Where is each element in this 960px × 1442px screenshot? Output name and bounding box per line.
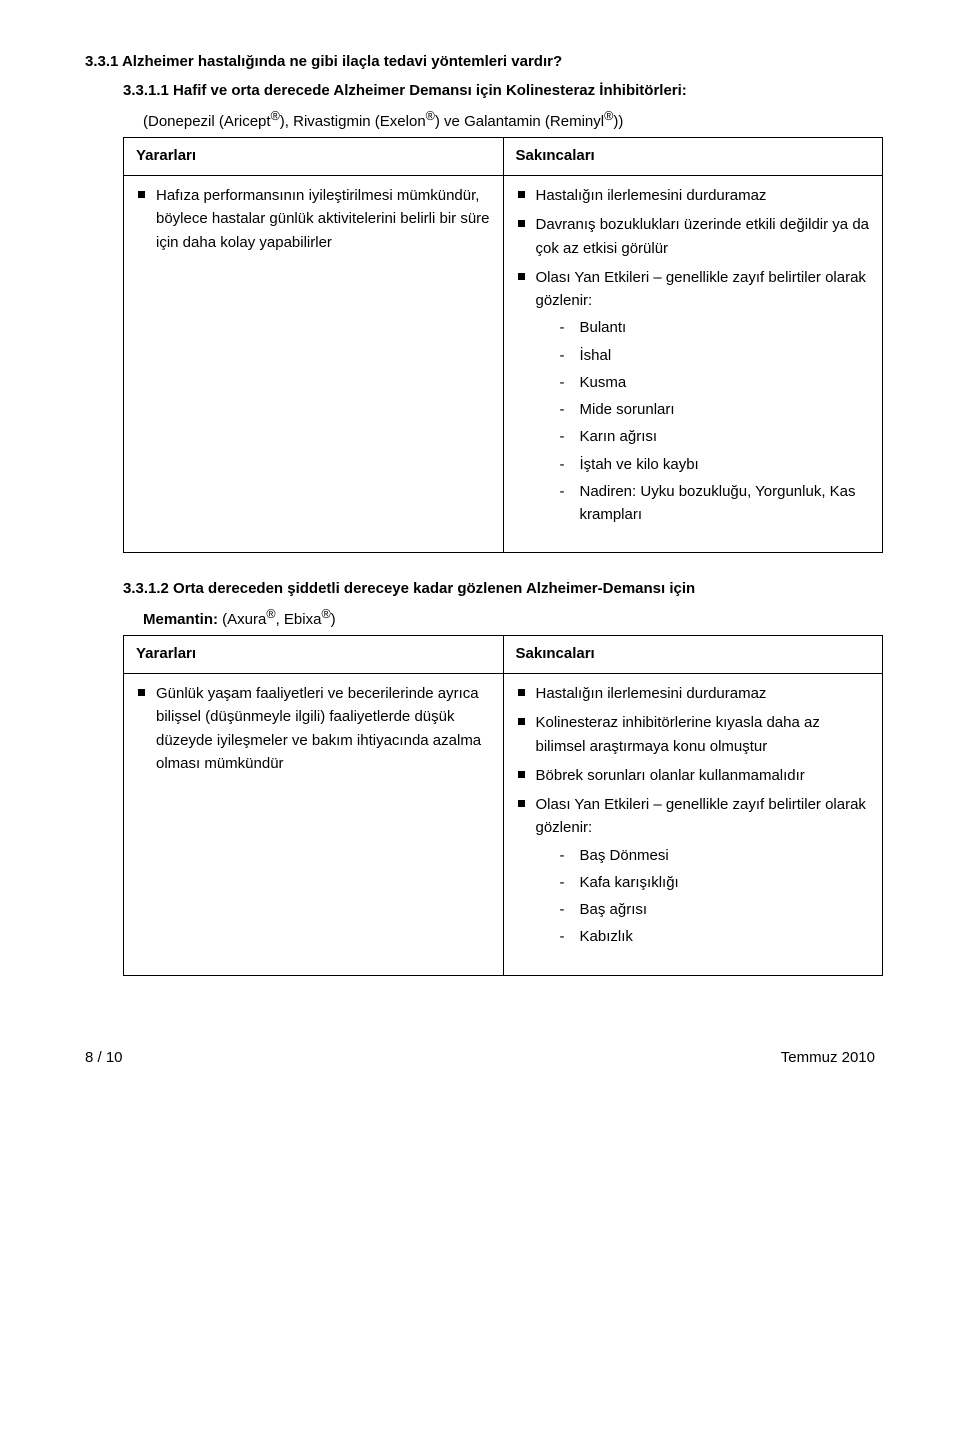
reg-mark: ®: [604, 109, 613, 123]
risk-text: Olası Yan Etkileri – genellikle zayıf be…: [536, 269, 866, 309]
table-1: Yararları Sakıncaları Hafıza performansı…: [123, 137, 883, 554]
sub2-drugs-line: Memantin: (Axura®, Ebixa®): [143, 605, 875, 631]
list-item: Günlük yaşam faaliyetleri ve becerilerin…: [136, 682, 491, 775]
table-row: Yararları Sakıncaları: [124, 137, 883, 175]
list-item: Davranış bozuklukları üzerinde etkili de…: [516, 213, 871, 260]
side-effect-list: Bulantı İshal Kusma Mide sorunları Karın…: [536, 316, 871, 526]
table-2: Yararları Sakıncaları Günlük yaşam faali…: [123, 635, 883, 976]
list-item: Kolinesteraz inhibitörlerine kıyasla dah…: [516, 711, 871, 758]
list-item: Olası Yan Etkileri – genellikle zayıf be…: [516, 266, 871, 527]
list-item: Kabızlık: [556, 925, 871, 948]
list-item: Hafıza performansının iyileştirilmesi mü…: [136, 184, 491, 254]
list-item: Nadiren: Uyku bozukluğu, Yorgunluk, Kas …: [556, 480, 871, 527]
list-item: Karın ağrısı: [556, 425, 871, 448]
sub2-p2: , Ebixa: [276, 611, 322, 628]
risk-list: Hastalığın ilerlemesini durduramaz Davra…: [516, 184, 871, 526]
side-effect-list: Baş Dönmesi Kafa karışıklığı Baş ağrısı …: [536, 844, 871, 949]
sub1-drugs-p1: (Donepezil (Aricept: [143, 113, 271, 130]
list-item: Kafa karışıklığı: [556, 871, 871, 894]
sub2-drug-name: Memantin:: [143, 611, 222, 628]
list-item: İştah ve kilo kaybı: [556, 453, 871, 476]
list-item: Kusma: [556, 371, 871, 394]
page-number: 8 / 10: [85, 1046, 123, 1069]
list-item: Baş Dönmesi: [556, 844, 871, 867]
table-row: Hafıza performansının iyileştirilmesi mü…: [124, 176, 883, 553]
list-item: Böbrek sorunları olanlar kullanmamalıdır: [516, 764, 871, 787]
list-item: Olası Yan Etkileri – genellikle zayıf be…: [516, 793, 871, 949]
sub2-p1: (Axura: [222, 611, 266, 628]
list-item: Hastalığın ilerlemesini durduramaz: [516, 184, 871, 207]
table-row: Yararları Sakıncaları: [124, 635, 883, 673]
reg-mark: ®: [271, 109, 280, 123]
reg-mark: ®: [266, 607, 275, 621]
section-heading: 3.3.1 Alzheimer hastalığında ne gibi ila…: [85, 50, 875, 73]
td-risks: Hastalığın ilerlemesini durduramaz Kolin…: [503, 674, 883, 976]
benefit-list: Günlük yaşam faaliyetleri ve becerilerin…: [136, 682, 491, 775]
list-item: İshal: [556, 344, 871, 367]
risk-list: Hastalığın ilerlemesini durduramaz Kolin…: [516, 682, 871, 949]
benefit-list: Hafıza performansının iyileştirilmesi mü…: [136, 184, 491, 254]
td-benefits: Günlük yaşam faaliyetleri ve becerilerin…: [124, 674, 504, 976]
sub1-drugs-p4: )): [613, 113, 623, 130]
th-benefits: Yararları: [124, 137, 504, 175]
footer-date: Temmuz 2010: [781, 1046, 875, 1069]
sub2-p3: ): [331, 611, 336, 628]
table-row: Günlük yaşam faaliyetleri ve becerilerin…: [124, 674, 883, 976]
th-benefits: Yararları: [124, 635, 504, 673]
td-benefits: Hafıza performansının iyileştirilmesi mü…: [124, 176, 504, 553]
list-item: Bulantı: [556, 316, 871, 339]
th-risks: Sakıncaları: [503, 635, 883, 673]
sub1-heading: 3.3.1.1 Hafif ve orta derecede Alzheimer…: [123, 79, 875, 102]
list-item: Hastalığın ilerlemesini durduramaz: [516, 682, 871, 705]
sub2-heading: 3.3.1.2 Orta dereceden şiddetli dereceye…: [123, 577, 875, 600]
reg-mark: ®: [426, 109, 435, 123]
sub1-drugs-p2: ), Rivastigmin (Exelon: [280, 113, 426, 130]
sub1-drugs-p3: ) ve Galantamin (Reminyl: [435, 113, 604, 130]
sub1-drugs-line: (Donepezil (Aricept®), Rivastigmin (Exel…: [143, 107, 875, 133]
risk-text: Olası Yan Etkileri – genellikle zayıf be…: [536, 796, 866, 836]
list-item: Baş ağrısı: [556, 898, 871, 921]
list-item: Mide sorunları: [556, 398, 871, 421]
reg-mark: ®: [321, 607, 330, 621]
th-risks: Sakıncaları: [503, 137, 883, 175]
td-risks: Hastalığın ilerlemesini durduramaz Davra…: [503, 176, 883, 553]
